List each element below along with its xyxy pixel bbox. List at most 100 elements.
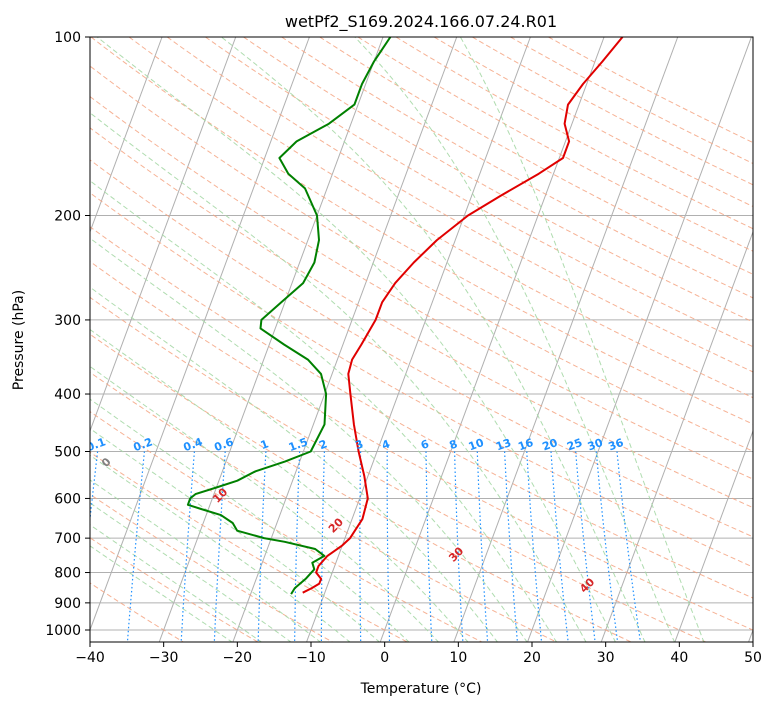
dry-adiabat-line (90, 260, 753, 631)
isobar-grid (90, 37, 753, 631)
mixing-ratio-label: 2 (317, 437, 329, 452)
moist-adiabat-line (354, 37, 676, 642)
isotherm-line (90, 37, 237, 433)
dry-adiabat-line (90, 226, 753, 599)
mixing-ratio-lines (90, 451, 642, 642)
x-tick-label: 30 (597, 650, 615, 666)
mixing-ratio-label: 25 (565, 436, 584, 453)
moist-adiabat-line (459, 37, 705, 642)
mixing-ratio-label: 1 (259, 437, 271, 452)
mixing-ratio-label: 0.2 (132, 435, 155, 454)
dry-adiabat-line (90, 296, 707, 642)
moist-adiabat-line (96, 37, 617, 642)
moist-adiabat-line (90, 237, 528, 642)
y-tick-label: 1000 (45, 623, 81, 639)
isotherm-line (600, 230, 753, 642)
dry-adiabat-line (205, 37, 753, 348)
moist-adiabat-line (90, 398, 410, 642)
isotherm-line (158, 37, 384, 642)
x-axis-label: Temperature (°C) (360, 681, 482, 697)
y-tick-label: 800 (54, 566, 81, 582)
dry-adiabat-line (319, 37, 753, 275)
mixing-ratio-label: 30 (586, 436, 605, 454)
y-tick-label: 500 (54, 444, 81, 460)
mixing-ratio-label: 1.5 (287, 435, 310, 454)
x-tick-label: 40 (670, 650, 688, 666)
y-tick-label: 900 (54, 596, 81, 612)
mixing-ratio-label: 13 (494, 436, 513, 453)
dry-adiabat-line (90, 95, 753, 480)
dewpoint-line (186, 37, 392, 595)
outer-reference-curve (0, 37, 65, 643)
mixing-ratio-label: 4 (380, 437, 392, 452)
dry-adiabat-line (90, 65, 753, 452)
moist-adiabat-line (90, 524, 263, 642)
isotherm-line (527, 37, 752, 642)
mixing-ratio-label: 0.6 (212, 435, 235, 454)
isotherm-line (232, 37, 458, 642)
moist-adiabat-line (90, 454, 351, 642)
temperature-line (302, 37, 624, 594)
mixing-ratio-label: 10 (467, 436, 486, 454)
moist-adiabat-line (90, 180, 558, 642)
y-tick-label: 400 (54, 387, 81, 403)
axes: −40 −30 −20 −10 0 10 20 30 40 5010020030040050060… (45, 30, 762, 666)
dry-adiabat-label: -10 (0, 416, 8, 439)
plot-area: 0.10.20.40.611.52346810131620253036-100-… (0, 37, 753, 643)
isotherm-line (90, 37, 163, 234)
x-tick-label: 0 (380, 650, 389, 666)
moist-adiabat-line (90, 502, 292, 642)
dry-adiabat-line (472, 37, 753, 186)
dry-adiabat-line (166, 37, 753, 373)
y-tick-label: 600 (54, 491, 81, 507)
dry-adiabat-line (90, 37, 753, 425)
y-tick-label: 300 (54, 313, 81, 329)
dry-adiabat-line (90, 493, 334, 642)
moist-adiabat-line (90, 112, 587, 642)
y-tick-label: 100 (54, 30, 81, 46)
moist-adiabats (90, 37, 705, 642)
mixing-ratio-label: 6 (419, 437, 431, 452)
dry-adiabat-line (90, 127, 753, 509)
mixing-ratio-label: 3 (354, 437, 366, 452)
plot-frame (89, 36, 754, 643)
y-axis-label: Pressure (hPa) (11, 290, 27, 390)
x-tick-label: 10 (449, 650, 467, 666)
x-tick-label: −30 (149, 650, 179, 666)
dry-adiabat-line (548, 37, 753, 144)
dry-adiabat-line (90, 192, 753, 568)
dry-adiabat-line (395, 37, 753, 230)
mixing-ratio-label: 36 (607, 436, 626, 454)
mixing-ratio-line (595, 451, 619, 642)
adiabat-labels: 0.10.20.40.611.52346810131620253036-100-… (0, 416, 626, 595)
y-tick-label: 200 (54, 209, 81, 225)
mixing-ratio-line (90, 451, 99, 525)
x-tick-label: −10 (296, 650, 326, 666)
dry-adiabat-line (90, 451, 409, 642)
mixing-ratio-line (616, 451, 642, 642)
y-tick-label: 700 (54, 531, 81, 547)
isotherm-line (90, 37, 310, 632)
x-tick-label: 50 (744, 650, 762, 666)
x-tick-label: 20 (523, 650, 541, 666)
mixing-ratio-label: 16 (516, 436, 535, 454)
mixing-ratio-label: 20 (541, 436, 560, 454)
isotherm-line (674, 429, 753, 642)
moist-adiabat-line (90, 328, 469, 642)
x-tick-label: −40 (75, 650, 105, 666)
dry-adiabat-line (243, 37, 753, 323)
plot-background (90, 37, 753, 642)
moist-adiabat-line (90, 545, 233, 642)
moist-adiabat-line (90, 427, 381, 642)
dry-adiabats (0, 37, 753, 643)
moist-adiabat-line (221, 37, 646, 642)
moist-adiabat-line (90, 479, 322, 642)
dry-adiabat-line (128, 37, 753, 399)
isotherm-line (379, 37, 605, 642)
mixing-ratio-label: 0.4 (182, 435, 205, 454)
mixing-ratio-label: 8 (448, 437, 460, 452)
x-tick-label: −20 (223, 650, 253, 666)
chart-title: wetPf2_S169.2024.166.07.24.R01 (285, 12, 557, 32)
moist-adiabat-line (90, 286, 499, 642)
